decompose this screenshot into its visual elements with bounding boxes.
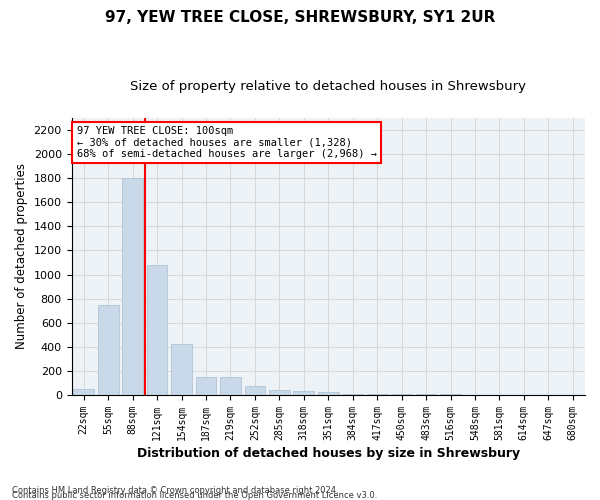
Title: Size of property relative to detached houses in Shrewsbury: Size of property relative to detached ho… [130,80,526,93]
Y-axis label: Number of detached properties: Number of detached properties [15,164,28,350]
X-axis label: Distribution of detached houses by size in Shrewsbury: Distribution of detached houses by size … [137,447,520,460]
Bar [147,266,167,395]
Bar [245,386,265,395]
Text: 97 YEW TREE CLOSE: 100sqm
← 30% of detached houses are smaller (1,328)
68% of se: 97 YEW TREE CLOSE: 100sqm ← 30% of detac… [77,126,377,160]
Bar [416,394,436,395]
Bar [318,392,338,395]
Bar [196,377,217,395]
Bar [343,394,363,395]
Bar [98,304,119,395]
Bar [171,344,192,395]
Bar [269,390,290,395]
Bar [73,389,94,395]
Text: Contains public sector information licensed under the Open Government Licence v3: Contains public sector information licen… [12,491,377,500]
Bar [293,391,314,395]
Bar [122,178,143,395]
Bar [220,377,241,395]
Bar [440,394,461,395]
Bar [391,394,412,395]
Text: Contains HM Land Registry data © Crown copyright and database right 2024.: Contains HM Land Registry data © Crown c… [12,486,338,495]
Bar [367,394,388,395]
Text: 97, YEW TREE CLOSE, SHREWSBURY, SY1 2UR: 97, YEW TREE CLOSE, SHREWSBURY, SY1 2UR [105,10,495,25]
